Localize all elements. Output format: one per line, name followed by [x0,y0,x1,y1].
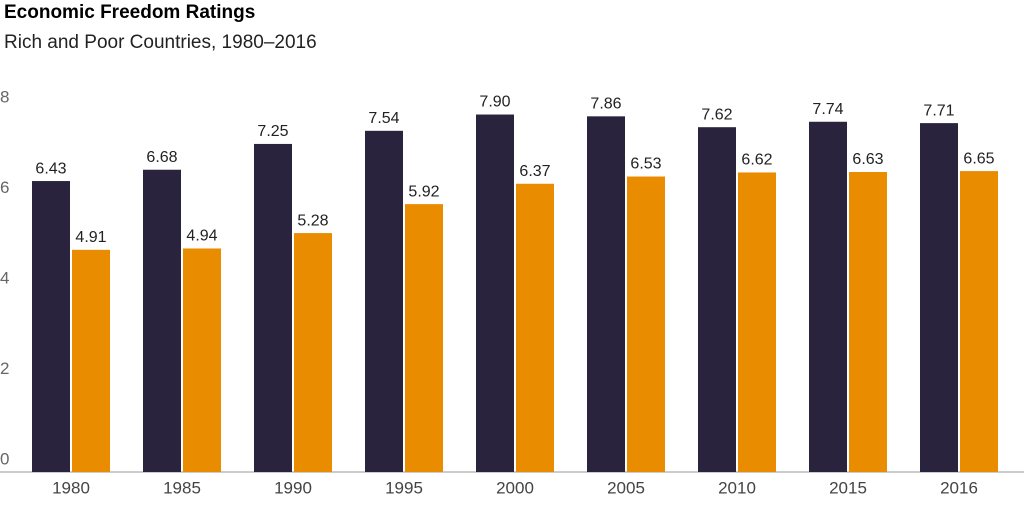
x-tick-label: 2005 [607,478,645,497]
bar [516,183,554,472]
x-tick-label: 1990 [274,478,312,497]
value-label: 7.25 [257,123,288,140]
chart-title: Economic Freedom Ratings [4,2,255,23]
y-tick-label: 4 [0,268,9,287]
bar [143,169,181,473]
value-label: 7.86 [590,96,621,113]
value-label: 6.43 [35,160,66,177]
value-label: 7.71 [923,102,954,119]
x-tick-label: 2000 [496,478,534,497]
value-label: 6.63 [852,151,883,168]
bar [849,171,887,472]
x-tick-label: 1980 [52,478,90,497]
value-label: 5.28 [297,212,328,229]
x-tick-label: 2016 [940,478,978,497]
bar [476,114,514,473]
value-label: 6.62 [741,152,772,169]
bar [809,121,847,472]
chart-subtitle: Rich and Poor Countries, 1980–2016 [4,32,317,53]
bar [587,116,625,473]
bar [960,171,998,472]
value-label: 7.90 [479,94,510,111]
bar [698,127,736,472]
bar [365,130,403,472]
bar [72,249,110,472]
value-label: 7.62 [701,106,732,123]
value-label: 6.53 [630,156,661,173]
bar [254,143,292,472]
value-label: 4.91 [75,229,106,246]
x-tick-label: 2015 [829,478,867,497]
y-tick-label: 0 [0,449,9,468]
bar [627,176,665,472]
value-label: 4.94 [186,228,217,245]
bar [32,181,70,473]
value-label: 5.92 [408,183,439,200]
y-tick-label: 2 [0,359,9,378]
bar [738,172,776,472]
bar [920,123,958,472]
bar [183,248,221,472]
y-tick-label: 6 [0,178,9,197]
x-tick-label: 1995 [385,478,423,497]
value-label: 6.65 [963,150,994,167]
value-label: 7.54 [368,110,399,127]
value-label: 6.68 [146,149,177,166]
x-tick-label: 1985 [163,478,201,497]
bar [405,204,443,472]
bar [294,233,332,472]
x-tick-label: 2010 [718,478,756,497]
value-label: 7.74 [812,101,843,118]
y-tick-label: 8 [0,87,9,106]
value-label: 6.37 [519,163,550,180]
